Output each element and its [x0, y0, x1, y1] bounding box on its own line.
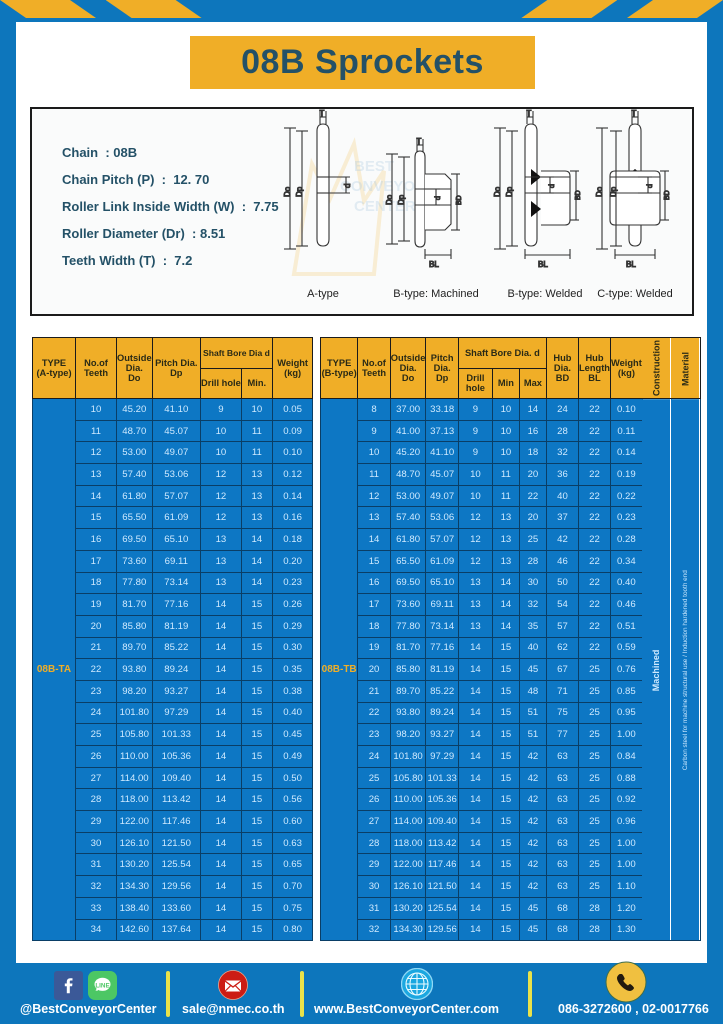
svg-text:d: d — [647, 184, 654, 188]
svg-text:T: T — [527, 109, 532, 118]
svg-text:Dp: Dp — [397, 194, 406, 205]
svg-text:LINE: LINE — [95, 982, 109, 989]
svg-text:BD: BD — [456, 195, 463, 205]
svg-text:B-type: Welded: B-type: Welded — [507, 288, 582, 300]
svg-text:d: d — [343, 184, 352, 188]
svg-text:T: T — [632, 109, 637, 118]
svg-text:BL: BL — [538, 260, 548, 269]
svg-text:BL: BL — [429, 260, 439, 269]
svg-text:Do: Do — [283, 186, 292, 197]
svg-text:C-type: Welded: C-type: Welded — [597, 288, 673, 300]
svg-text:Do: Do — [595, 186, 604, 197]
svg-text:BD: BD — [575, 190, 582, 200]
svg-text:Dp: Dp — [295, 186, 304, 197]
svg-text:B-type: Machined: B-type: Machined — [393, 288, 479, 300]
svg-text:BD: BD — [664, 190, 671, 200]
svg-text:d: d — [435, 196, 442, 200]
svg-text:Do: Do — [385, 194, 394, 205]
svg-text:Dp: Dp — [505, 186, 514, 197]
svg-text:Dp: Dp — [609, 186, 618, 197]
svg-text:d: d — [549, 184, 556, 188]
svg-text:T: T — [417, 137, 422, 146]
svg-text:Do: Do — [493, 186, 502, 197]
svg-text:BEST: BEST — [354, 158, 394, 175]
svg-text:A-type: A-type — [307, 288, 339, 300]
svg-text:CONVEYOR: CONVEYOR — [340, 178, 426, 195]
svg-text:BL: BL — [626, 260, 636, 269]
svg-text:T: T — [320, 109, 325, 118]
